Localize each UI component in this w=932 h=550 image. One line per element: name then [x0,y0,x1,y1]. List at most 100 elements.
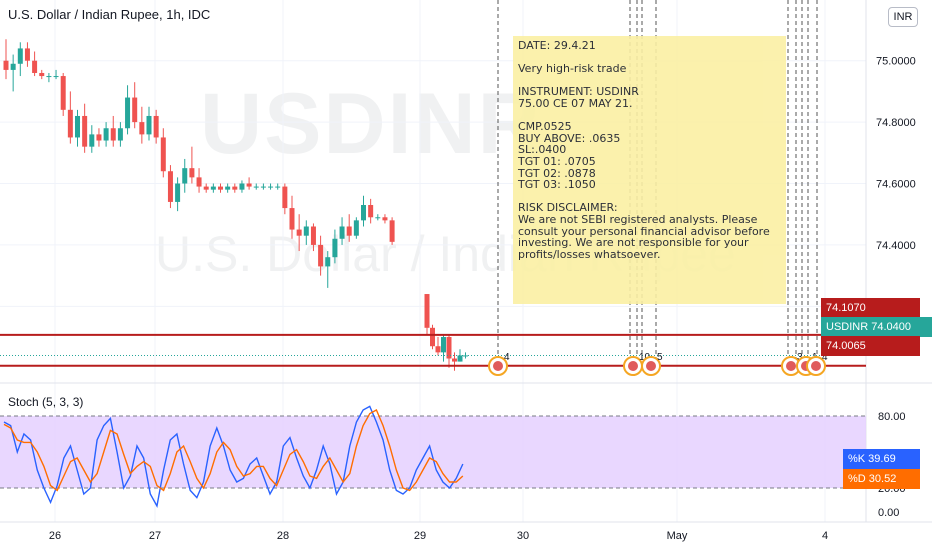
candle-body [46,76,52,78]
x-tick-label: May [667,530,688,542]
stoch-tick-label: 0.00 [878,507,899,519]
x-tick-label: 27 [149,530,161,542]
candle-body [446,337,452,359]
lower-level-badge: 74.0065 [821,336,920,356]
event-count-label: 4 [504,352,510,363]
stoch-indicator-title[interactable]: Stoch (5, 3, 3) [8,395,84,409]
x-tick-label: 30 [517,530,529,542]
candle-body [89,134,95,147]
candle-body [332,238,338,258]
event-flag-dot [786,361,796,371]
event-count-label: 4 [822,352,828,363]
x-tick-label: 28 [277,530,289,542]
candle-body [275,186,281,188]
candle-body [430,327,435,347]
candle-body [310,226,316,245]
event-flag-dot [646,361,656,371]
stoch-k-line [3,405,464,509]
candle-body [218,186,223,190]
candle-body [196,177,202,187]
y-tick-label: 74.8000 [876,117,916,129]
candle-body [3,60,9,70]
candle-body [75,115,80,138]
candle-body [146,115,152,135]
upper-level-badge: 74.1070 [821,298,920,318]
candle-body [82,115,88,147]
x-tick-label: 26 [49,530,61,542]
candle-body [268,186,274,188]
d-value-badge: %D 30.52 [843,469,920,489]
candle-body [175,183,181,202]
stoch-d-line [3,409,464,492]
x-tick-label: 29 [414,530,426,542]
currency-button[interactable]: INR [888,7,918,27]
candle-body [361,205,366,221]
candle-body [246,183,252,187]
event-count-label: 10 [639,352,651,363]
stoch-band [0,416,866,488]
candle-body [303,226,309,236]
candle-body [282,186,288,209]
candle-body [424,294,430,328]
candle-body [435,346,441,353]
candle-body [24,48,30,61]
candle-body [289,208,295,230]
candle-body [153,115,159,138]
candle-body [10,63,16,70]
event-flag-dot [628,361,638,371]
event-count-label: 3 [797,352,803,363]
candle-body [17,48,23,64]
candle-body [103,128,109,141]
watermark-symbol: USDINR [200,76,542,172]
candle-body [375,217,381,219]
candle-body [296,229,302,236]
chart-title: U.S. Dollar / Indian Rupee, 1h, IDC [8,7,211,22]
candle-body [182,168,188,184]
candle-body [210,186,216,190]
candle-body [139,122,145,135]
candle-body [225,186,231,190]
candle-body [346,226,352,236]
event-flag-dot [493,361,503,371]
candle-body [167,171,173,202]
y-tick-label: 74.6000 [876,179,916,191]
last-price-badge: USDINR 74.0400 [821,317,932,337]
candle-body [189,168,195,178]
candle-body [125,97,131,129]
event-flag-dot [811,361,821,371]
candle-body [32,60,38,73]
y-tick-label: 75.0000 [876,56,916,68]
candle-body [67,109,73,138]
k-value-badge: %K 39.69 [843,449,920,469]
stoch-tick-label: 80.00 [878,411,906,423]
candle-body [457,355,463,362]
event-count-label: 5 [657,352,663,363]
candle-body [117,128,123,141]
candle-body [318,244,324,267]
candle-body [325,257,331,267]
x-tick-label: 4 [822,530,828,542]
candle-body [203,186,209,190]
candle-body [452,358,457,362]
candle-body [353,220,359,236]
candle-body [39,72,45,77]
trade-note[interactable]: DATE: 29.4.21 Very high-risk trade INSTR… [513,36,786,304]
candle-body [260,186,266,188]
candle-body [110,128,116,141]
candle-body [160,137,166,172]
candle-body [368,205,374,218]
candle-body [382,217,388,221]
candle-body [339,226,345,239]
candle-body [60,76,66,110]
candle-body [441,337,446,353]
candle-body [53,76,59,78]
candle-body [96,134,102,141]
y-tick-label: 74.4000 [876,240,916,252]
candle-body [239,183,245,190]
candle-body [253,186,259,188]
candle-body [389,220,395,242]
candle-body [132,97,138,123]
candle-body [232,186,238,190]
